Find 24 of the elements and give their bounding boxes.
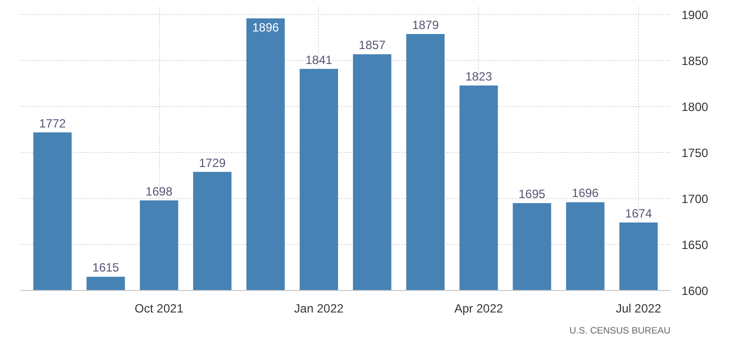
- x-tick-label: Apr 2022: [454, 302, 504, 316]
- data-label: 1698: [146, 184, 173, 198]
- data-label: 1857: [358, 38, 386, 52]
- data-label: 1879: [412, 18, 440, 32]
- y-tick-label: 1850: [682, 54, 709, 68]
- x-tick-label: Jul 2022: [616, 302, 662, 316]
- data-label: 1772: [39, 116, 66, 130]
- data-label: 1841: [306, 52, 333, 67]
- x-tick-label: Jan 2022: [294, 302, 344, 316]
- y-tick-label: 1700: [682, 192, 709, 206]
- data-label: 1674: [625, 206, 652, 220]
- y-tick-label: 1600: [682, 284, 709, 298]
- data-label: 1615: [92, 260, 120, 275]
- data-label: 1729: [198, 156, 226, 170]
- x-tick-label: Oct 2021: [134, 302, 184, 316]
- data-label: 1696: [572, 186, 599, 200]
- y-tick-label: 1900: [682, 8, 709, 22]
- y-tick-label: 1650: [682, 238, 709, 252]
- text: U.S. CENSUS BUREAU: [569, 326, 671, 336]
- data-label: 1896: [252, 20, 280, 34]
- data-label: 1695: [518, 187, 546, 202]
- y-tick-label: 1800: [682, 100, 709, 114]
- y-tick-label: 1750: [682, 146, 709, 160]
- data-label: 1823: [465, 69, 492, 84]
